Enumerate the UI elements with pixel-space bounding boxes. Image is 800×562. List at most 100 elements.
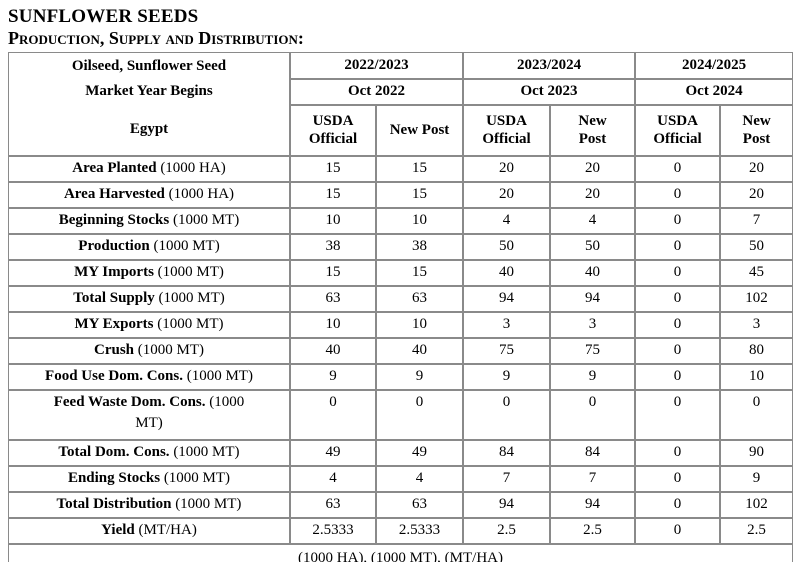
value-cell: 9: [290, 364, 376, 390]
value-cell: 4: [376, 466, 464, 492]
value-cell: 4: [463, 208, 551, 234]
value-cell: 4: [550, 208, 636, 234]
value-cell: 94: [463, 492, 551, 518]
value-cell: 0: [550, 390, 636, 440]
value-cell: 0: [635, 182, 721, 208]
table-row: Crush (1000 MT) 40 40 75 75 0 80: [8, 338, 794, 364]
table-row: Production (1000 MT) 38 38 50 50 0 50: [8, 234, 794, 260]
value-cell: 15: [376, 260, 464, 286]
value-cell: 20: [720, 182, 794, 208]
row-label: Total Dom. Cons. (1000 MT): [8, 440, 290, 466]
year-header-2023-2024: 2023/2024: [463, 52, 636, 79]
value-cell: 10: [720, 364, 794, 390]
value-cell: 10: [376, 208, 464, 234]
value-cell: 0: [290, 390, 376, 440]
col-header-new-post-2: New Post: [550, 105, 636, 156]
value-cell: 75: [550, 338, 636, 364]
row-label: Yield (MT/HA): [8, 518, 290, 544]
table-row: Total Distribution (1000 MT) 63 63 94 94 0 102: [8, 492, 794, 518]
value-cell: 15: [376, 156, 464, 182]
value-cell: 94: [463, 286, 551, 312]
value-cell: 2.5: [550, 518, 636, 544]
row-label: Ending Stocks (1000 MT): [8, 466, 290, 492]
row-label: MY Imports (1000 MT): [8, 260, 290, 286]
value-cell: 3: [463, 312, 551, 338]
value-cell: 63: [376, 492, 464, 518]
header-row-years: Oilseed, Sunflower Seed Market Year Begi…: [8, 52, 794, 156]
value-cell: 0: [635, 312, 721, 338]
begins-header-oct-2024: Oct 2024: [635, 78, 794, 105]
value-cell: 0: [635, 156, 721, 182]
table-row: MY Imports (1000 MT) 15 15 40 40 0 45: [8, 260, 794, 286]
begins-header-oct-2023: Oct 2023: [463, 78, 636, 105]
value-cell: 10: [376, 312, 464, 338]
value-cell: 0: [635, 492, 721, 518]
value-cell: 45: [720, 260, 794, 286]
value-cell: 94: [550, 286, 636, 312]
footer-row: (1000 HA), (1000 MT), (MT/HA): [8, 544, 794, 562]
table-row: Yield (MT/HA) 2.5333 2.5333 2.5 2.5 0 2.5: [8, 518, 794, 544]
value-cell: 9: [376, 364, 464, 390]
row-label: Crush (1000 MT): [8, 338, 290, 364]
value-cell: 40: [290, 338, 376, 364]
value-cell: 2.5: [463, 518, 551, 544]
value-cell: 20: [550, 156, 636, 182]
value-cell: 2.5333: [376, 518, 464, 544]
corner-market-year: Market Year Begins: [85, 83, 213, 99]
value-cell: 4: [290, 466, 376, 492]
value-cell: 0: [635, 364, 721, 390]
table-footer: (1000 HA), (1000 MT), (MT/HA): [8, 544, 794, 562]
row-label: Area Planted (1000 HA): [8, 156, 290, 182]
value-cell: 50: [463, 234, 551, 260]
table-row: Total Dom. Cons. (1000 MT) 49 49 84 84 0 90: [8, 440, 794, 466]
col-header-usda-official-2: USDA Official: [463, 105, 551, 156]
value-cell: 20: [463, 182, 551, 208]
value-cell: 20: [550, 182, 636, 208]
value-cell: 7: [720, 208, 794, 234]
value-cell: 40: [463, 260, 551, 286]
corner-country: Egypt: [129, 120, 169, 137]
value-cell: 94: [550, 492, 636, 518]
value-cell: 50: [550, 234, 636, 260]
value-cell: 0: [635, 260, 721, 286]
row-label: MY Exports (1000 MT): [8, 312, 290, 338]
value-cell: 38: [376, 234, 464, 260]
row-label: Total Distribution (1000 MT): [8, 492, 290, 518]
col-header-usda-official-3: USDA Official: [635, 105, 721, 156]
begins-header-oct-2022: Oct 2022: [290, 78, 464, 105]
value-cell: 0: [635, 440, 721, 466]
page-subtitle: Production, Supply and Distribution:: [8, 28, 304, 48]
row-label: Beginning Stocks (1000 MT): [8, 208, 290, 234]
table-header: Oilseed, Sunflower Seed Market Year Begi…: [8, 52, 794, 156]
value-cell: 84: [550, 440, 636, 466]
table-row: Feed Waste Dom. Cons. (1000 MT) 0 0 0 0 0 0: [8, 390, 794, 440]
year-header-2022-2023: 2022/2023: [290, 52, 464, 79]
year-header-2024-2025: 2024/2025: [635, 52, 794, 79]
row-label: Area Harvested (1000 HA): [8, 182, 290, 208]
value-cell: 0: [635, 518, 721, 544]
corner-cell: Oilseed, Sunflower Seed Market Year Begi…: [8, 52, 290, 156]
table-row: Ending Stocks (1000 MT) 4 4 7 7 0 9: [8, 466, 794, 492]
value-cell: 49: [376, 440, 464, 466]
value-cell: 84: [463, 440, 551, 466]
value-cell: 20: [720, 156, 794, 182]
table-row: Area Harvested (1000 HA) 15 15 20 20 0 20: [8, 182, 794, 208]
col-header-usda-official-1: USDA Official: [290, 105, 376, 156]
value-cell: 15: [376, 182, 464, 208]
col-header-new-post-3: New Post: [720, 105, 794, 156]
value-cell: 15: [290, 182, 376, 208]
value-cell: 63: [290, 492, 376, 518]
table-row: Food Use Dom. Cons. (1000 MT) 9 9 9 9 0 10: [8, 364, 794, 390]
value-cell: 9: [550, 364, 636, 390]
value-cell: 2.5: [720, 518, 794, 544]
value-cell: 7: [550, 466, 636, 492]
value-cell: 0: [635, 338, 721, 364]
value-cell: 40: [550, 260, 636, 286]
psd-table: Oilseed, Sunflower Seed Market Year Begi…: [8, 52, 794, 562]
corner-commodity: Oilseed, Sunflower Seed: [71, 58, 227, 74]
value-cell: 102: [720, 492, 794, 518]
row-label: Food Use Dom. Cons. (1000 MT): [8, 364, 290, 390]
table-row: Beginning Stocks (1000 MT) 10 10 4 4 0 7: [8, 208, 794, 234]
row-label: Feed Waste Dom. Cons. (1000 MT): [8, 390, 290, 440]
